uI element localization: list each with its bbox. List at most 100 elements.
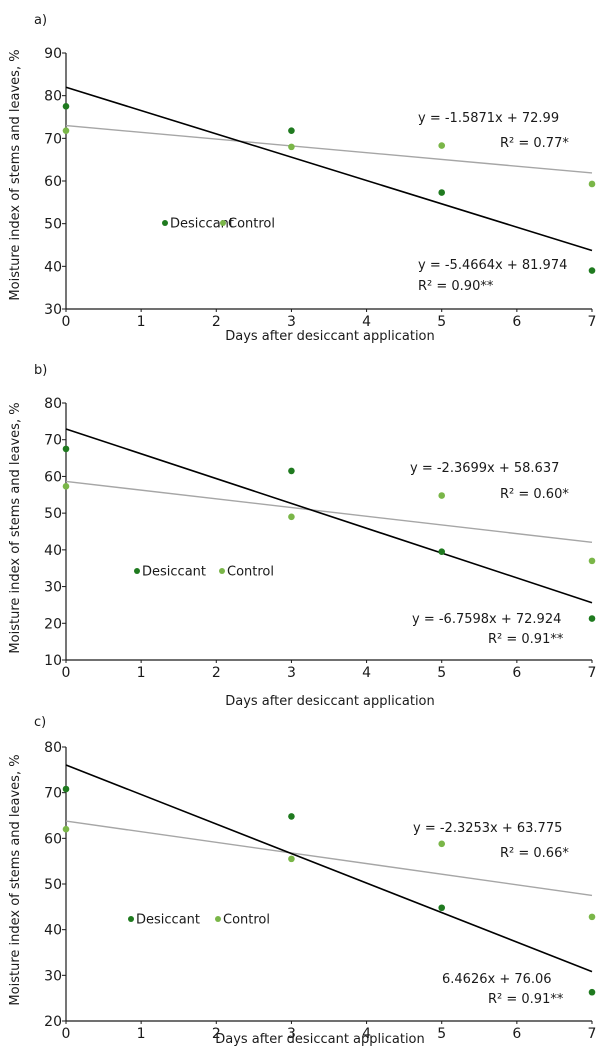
panel-a-x-tick-label: 1 xyxy=(137,314,146,330)
panel-b-control-equation: y = -2.3699x + 58.637 xyxy=(410,461,559,476)
panel-a-y-tick-label: 50 xyxy=(44,217,62,233)
panel-a-x-tick-label: 0 xyxy=(62,314,71,330)
panel-b-desiccant-trendline xyxy=(65,428,593,604)
panel-b-legend-desiccant-marker xyxy=(134,568,140,574)
panel-c-y-tick-label: 60 xyxy=(44,831,62,847)
panel-a-legend-desiccant: Desiccant xyxy=(170,217,234,232)
panel-b-label: b) xyxy=(34,363,47,378)
panel-c-control-trendline xyxy=(65,820,593,897)
panel-c-label: c) xyxy=(34,715,46,730)
panel-b-legend-control-marker xyxy=(219,568,225,574)
panel-a-control-point xyxy=(438,142,446,149)
panel-c-desiccant-equation: 6.4626x + 76.06 xyxy=(442,972,552,987)
panel-a: a) 30 40 50 60 70 80 90 0 1 2 3 4 5 6 7 y = -1.5871x +… xyxy=(8,13,596,344)
panel-c-desiccant-r2: R² = 0.91** xyxy=(488,992,564,1007)
panel-b-y-tick-label: 10 xyxy=(44,653,62,669)
panel-a-desiccant-point xyxy=(288,127,295,134)
panel-a-desiccant-equation: y = -5.4664x + 81.974 xyxy=(418,258,567,273)
panel-c-x-tick-label: 1 xyxy=(137,1026,146,1042)
panel-a-legend-control: Control xyxy=(228,217,275,232)
panel-c-control-point xyxy=(588,913,596,921)
panel-a-control-r2: R² = 0.77* xyxy=(500,136,569,151)
panel-c-x-tick-label: 2 xyxy=(212,1026,221,1042)
panel-b-x-tick-label: 2 xyxy=(212,665,221,681)
panel-b-y-tick-label: 80 xyxy=(44,396,62,412)
panel-b-y-tick-label: 40 xyxy=(44,543,62,559)
panel-a-control-point xyxy=(588,180,596,188)
panel-b-y-axis-label: Moisture index of stems and leaves, % xyxy=(8,402,23,653)
panel-a-y-tick-label: 30 xyxy=(44,302,62,318)
panel-b-control-point xyxy=(62,483,70,490)
panel-a-label: a) xyxy=(34,13,47,28)
panel-c-desiccant-point xyxy=(588,988,596,996)
panel-c-control-point xyxy=(288,855,295,863)
panel-c-control-r2: R² = 0.66* xyxy=(500,846,569,861)
panel-c-control-equation: y = -2.3253x + 63.775 xyxy=(413,821,562,836)
panel-c-x-tick-label: 7 xyxy=(588,1026,596,1042)
panel-b: b) 10 20 30 40 50 60 70 80 0 1 2 3 4 5 6 7 y = -2.3699x… xyxy=(8,363,596,709)
panel-c-legend-desiccant-marker xyxy=(128,916,134,922)
panel-b-legend-desiccant: Desiccant xyxy=(142,565,206,580)
panel-c-y-tick-label: 70 xyxy=(44,786,62,802)
panel-b-x-tick-label: 4 xyxy=(362,665,371,681)
panel-b-x-tick-label: 3 xyxy=(287,665,296,681)
panel-a-desiccant-point xyxy=(438,189,446,196)
panel-c: c) 20 30 40 50 60 70 80 0 1 2 3 4 5 6 7 y = -2.3253x +… xyxy=(8,715,596,1047)
panel-c-desiccant-trendline xyxy=(65,764,593,973)
panel-a-control-trendline xyxy=(65,124,593,174)
panel-b-control-point xyxy=(288,513,295,521)
panel-a-y-tick-label: 60 xyxy=(44,174,62,190)
panel-a-y-tick-label: 40 xyxy=(44,259,62,275)
panel-a-control-point xyxy=(62,127,70,134)
panel-c-x-tick-label: 4 xyxy=(362,1026,371,1042)
panel-c-legend-desiccant: Desiccant xyxy=(136,913,200,928)
panel-b-desiccant-point xyxy=(288,467,295,475)
panel-b-x-tick-label: 5 xyxy=(437,665,446,681)
panel-a-legend-desiccant-marker xyxy=(162,220,168,226)
panel-a-desiccant-point xyxy=(62,103,70,110)
panel-c-y-tick-label: 30 xyxy=(44,968,62,984)
panel-c-desiccant-point xyxy=(288,813,295,820)
panel-b-x-tick-label: 7 xyxy=(588,665,596,681)
panel-c-x-tick-label: 0 xyxy=(62,1026,71,1042)
panel-a-x-axis-label: Days after desiccant application xyxy=(225,329,435,344)
panel-b-control-point xyxy=(588,557,596,565)
panel-c-desiccant-point xyxy=(438,904,446,912)
panel-c-legend-control: Control xyxy=(223,913,270,928)
panel-b-y-tick-label: 60 xyxy=(44,469,62,485)
panel-a-x-tick-label: 2 xyxy=(212,314,221,330)
panel-b-desiccant-equation: y = -6.7598x + 72.924 xyxy=(412,612,561,627)
panel-a-desiccant-trendline xyxy=(65,86,593,252)
panel-b-x-tick-label: 1 xyxy=(137,665,146,681)
panel-c-desiccant-point xyxy=(62,785,70,793)
panel-c-x-tick-label: 3 xyxy=(287,1026,296,1042)
panel-c-legend-control-marker xyxy=(215,916,221,922)
panel-c-y-tick-label: 50 xyxy=(44,877,62,893)
panel-b-y-tick-label: 70 xyxy=(44,433,62,449)
panel-b-y-tick-label: 20 xyxy=(44,616,62,632)
panel-a-x-tick-label: 6 xyxy=(512,314,521,330)
panel-b-control-r2: R² = 0.60* xyxy=(500,487,569,502)
panel-a-desiccant-point xyxy=(588,267,596,274)
panel-c-x-tick-label: 5 xyxy=(437,1026,446,1042)
panel-b-desiccant-r2: R² = 0.91** xyxy=(488,632,564,647)
panel-b-x-tick-label: 6 xyxy=(512,665,521,681)
panel-b-x-axis-label: Days after desiccant application xyxy=(225,694,435,709)
panel-b-y-tick-label: 30 xyxy=(44,580,62,596)
panel-b-desiccant-point xyxy=(438,548,446,555)
panel-a-legend-control-marker xyxy=(220,220,226,226)
panel-c-control-point xyxy=(438,840,446,848)
panel-b-desiccant-point xyxy=(62,445,70,453)
panel-a-y-tick-label: 70 xyxy=(44,131,62,147)
panel-b-y-tick-label: 50 xyxy=(44,506,62,522)
panel-c-x-axis-label: Days after desiccant application xyxy=(215,1032,425,1047)
panel-b-desiccant-point xyxy=(588,615,596,622)
panel-b-control-point xyxy=(438,492,446,499)
panel-c-x-tick-label: 6 xyxy=(512,1026,521,1042)
panel-c-y-tick-label: 40 xyxy=(44,923,62,939)
panel-c-y-tick-label: 20 xyxy=(44,1014,62,1030)
panel-a-control-equation: y = -1.5871x + 72.99 xyxy=(418,111,559,126)
panel-b-x-tick-label: 0 xyxy=(62,665,71,681)
panel-a-x-tick-label: 7 xyxy=(588,314,596,330)
